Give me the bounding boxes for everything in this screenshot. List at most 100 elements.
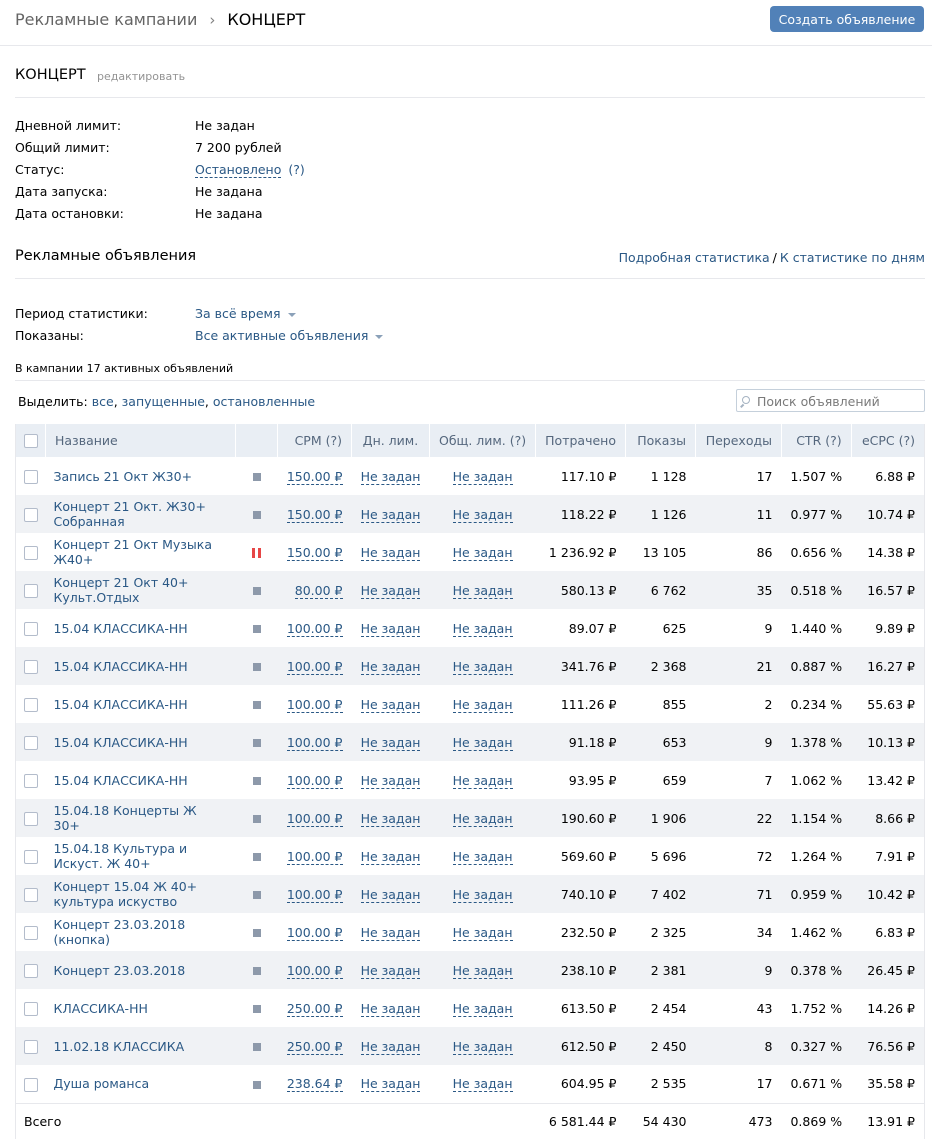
stop-icon[interactable] [252, 739, 261, 747]
edit-campaign-link[interactable]: редактировать [97, 70, 186, 83]
stop-icon[interactable] [252, 929, 261, 937]
ad-name-link[interactable]: Концерт 21 Окт 40+ Культ.Отдых [53, 575, 189, 605]
ad-daily-limit-value[interactable]: Не задан [360, 696, 421, 713]
row-checkbox[interactable] [24, 659, 38, 674]
row-checkbox[interactable] [24, 963, 38, 978]
ad-total-limit-value[interactable]: Не задан [452, 468, 513, 485]
ads-search-box[interactable] [736, 389, 925, 412]
ad-name-link[interactable]: Концерт 21 Окт Музыка Ж40+ [53, 537, 213, 567]
ad-daily-limit-value[interactable]: Не задан [360, 886, 421, 903]
ad-name-link[interactable]: 15.04 КЛАССИКА-НН [53, 658, 188, 674]
ad-cpm-value[interactable]: 100.00 ₽ [286, 620, 343, 637]
ad-total-limit-value[interactable]: Не задан [452, 924, 513, 941]
ad-daily-limit-value[interactable]: Не задан [360, 468, 421, 485]
ad-daily-limit-value[interactable]: Не задан [360, 582, 421, 599]
create-ad-button[interactable]: Создать объявление [770, 6, 924, 32]
row-checkbox[interactable] [24, 1039, 38, 1054]
ad-name-link[interactable]: 15.04 КЛАССИКА-НН [53, 696, 188, 712]
stop-icon[interactable] [252, 1043, 261, 1051]
header-cpm[interactable]: CPM (?) [277, 424, 352, 457]
ad-daily-limit-value[interactable]: Не задан [360, 734, 421, 751]
ad-cpm-value[interactable]: 250.00 ₽ [286, 1000, 343, 1017]
header-clicks[interactable]: Переходы [695, 424, 782, 457]
ad-name-link[interactable]: Душа романса [53, 1076, 150, 1092]
ad-cpm-value[interactable]: 250.00 ₽ [286, 1038, 343, 1055]
select-all-checkbox[interactable] [24, 434, 38, 449]
period-value[interactable]: За всё время [195, 306, 281, 321]
ad-daily-limit-value[interactable]: Не задан [360, 506, 421, 523]
ad-daily-limit-value[interactable]: Не задан [360, 848, 421, 865]
stop-icon[interactable] [252, 701, 261, 709]
row-checkbox[interactable] [24, 545, 38, 560]
row-checkbox[interactable] [24, 849, 38, 864]
ad-cpm-value[interactable]: 100.00 ₽ [286, 696, 343, 713]
pause-icon[interactable] [252, 548, 261, 558]
ad-cpm-value[interactable]: 100.00 ₽ [286, 810, 343, 827]
ad-total-limit-value[interactable]: Не задан [452, 1038, 513, 1055]
ad-name-link[interactable]: 15.04.18 Культура и Искуст. Ж 40+ [53, 841, 188, 871]
ad-name-link[interactable]: Запись 21 Окт Ж30+ [53, 468, 193, 484]
ad-cpm-value[interactable]: 100.00 ₽ [286, 848, 343, 865]
ad-cpm-value[interactable]: 150.00 ₽ [286, 506, 343, 523]
row-checkbox[interactable] [24, 621, 38, 636]
row-checkbox[interactable] [24, 925, 38, 940]
row-checkbox[interactable] [24, 1077, 38, 1092]
status-help-icon[interactable]: (?) [288, 162, 305, 177]
ad-name-link[interactable]: Концерт 15.04 Ж 40+ культура искуство [53, 879, 198, 909]
ad-total-limit-value[interactable]: Не задан [452, 734, 513, 751]
ad-total-limit-value[interactable]: Не задан [452, 658, 513, 675]
breadcrumb-root-link[interactable]: Рекламные кампании [15, 10, 198, 29]
stop-icon[interactable] [252, 815, 261, 823]
ad-cpm-value[interactable]: 238.64 ₽ [286, 1076, 343, 1093]
ad-daily-limit-value[interactable]: Не задан [360, 810, 421, 827]
stop-icon[interactable] [252, 1080, 261, 1089]
stop-icon[interactable] [252, 777, 261, 785]
ad-daily-limit-value[interactable]: Не задан [360, 544, 421, 561]
ad-name-link[interactable]: Концерт 23.03.2018 [53, 962, 186, 978]
ad-name-link[interactable]: КЛАССИКА-НН [53, 1000, 148, 1016]
ad-cpm-value[interactable]: 100.00 ₽ [286, 772, 343, 789]
row-checkbox[interactable] [24, 887, 38, 902]
stop-icon[interactable] [252, 587, 261, 595]
header-ctr[interactable]: CTR (?) [781, 424, 852, 457]
ad-daily-limit-value[interactable]: Не задан [360, 1000, 421, 1017]
header-total-limit[interactable]: Общ. лим. (?) [429, 424, 537, 457]
ad-cpm-value[interactable]: 80.00 ₽ [294, 582, 343, 599]
row-checkbox[interactable] [24, 697, 38, 712]
ad-total-limit-value[interactable]: Не задан [452, 1000, 513, 1017]
ad-daily-limit-value[interactable]: Не задан [360, 1076, 421, 1093]
shown-dropdown[interactable]: Все активные объявления [195, 328, 384, 343]
ad-daily-limit-value[interactable]: Не задан [360, 772, 421, 789]
status-dropdown[interactable]: Остановлено [195, 162, 282, 178]
ads-search-input[interactable] [757, 393, 922, 409]
stop-icon[interactable] [252, 663, 261, 671]
select-running-link[interactable]: запущенные [121, 394, 205, 409]
header-spent[interactable]: Потрачено [535, 424, 626, 457]
shown-value[interactable]: Все активные объявления [195, 328, 369, 343]
ad-name-link[interactable]: Концерт 23.03.2018 (кнопка) [53, 917, 186, 947]
ad-cpm-value[interactable]: 100.00 ₽ [286, 886, 343, 903]
detailed-stats-link[interactable]: Подробная статистика [618, 250, 770, 265]
stop-icon[interactable] [252, 1005, 261, 1013]
ad-total-limit-value[interactable]: Не задан [452, 582, 513, 599]
ad-total-limit-value[interactable]: Не задан [452, 810, 513, 827]
stop-icon[interactable] [252, 853, 261, 861]
ad-name-link[interactable]: 11.02.18 КЛАССИКА [53, 1038, 185, 1054]
header-name[interactable]: Название [45, 424, 236, 457]
ad-total-limit-value[interactable]: Не задан [452, 696, 513, 713]
ad-total-limit-value[interactable]: Не задан [452, 544, 513, 561]
header-daily-limit[interactable]: Дн. лим. [351, 424, 430, 457]
ad-cpm-value[interactable]: 100.00 ₽ [286, 658, 343, 675]
row-checkbox[interactable] [24, 811, 38, 826]
row-checkbox[interactable] [24, 1001, 38, 1016]
ad-cpm-value[interactable]: 100.00 ₽ [286, 734, 343, 751]
stop-icon[interactable] [252, 473, 261, 481]
ad-cpm-value[interactable]: 150.00 ₽ [286, 468, 343, 485]
ad-name-link[interactable]: Концерт 21 Окт. Ж30+ Собранная [53, 499, 206, 529]
ad-daily-limit-value[interactable]: Не задан [360, 1038, 421, 1055]
ad-name-link[interactable]: 15.04 КЛАССИКА-НН [53, 734, 188, 750]
row-checkbox[interactable] [24, 773, 38, 788]
stop-icon[interactable] [252, 891, 261, 899]
row-checkbox[interactable] [24, 469, 38, 484]
ad-total-limit-value[interactable]: Не задан [452, 848, 513, 865]
